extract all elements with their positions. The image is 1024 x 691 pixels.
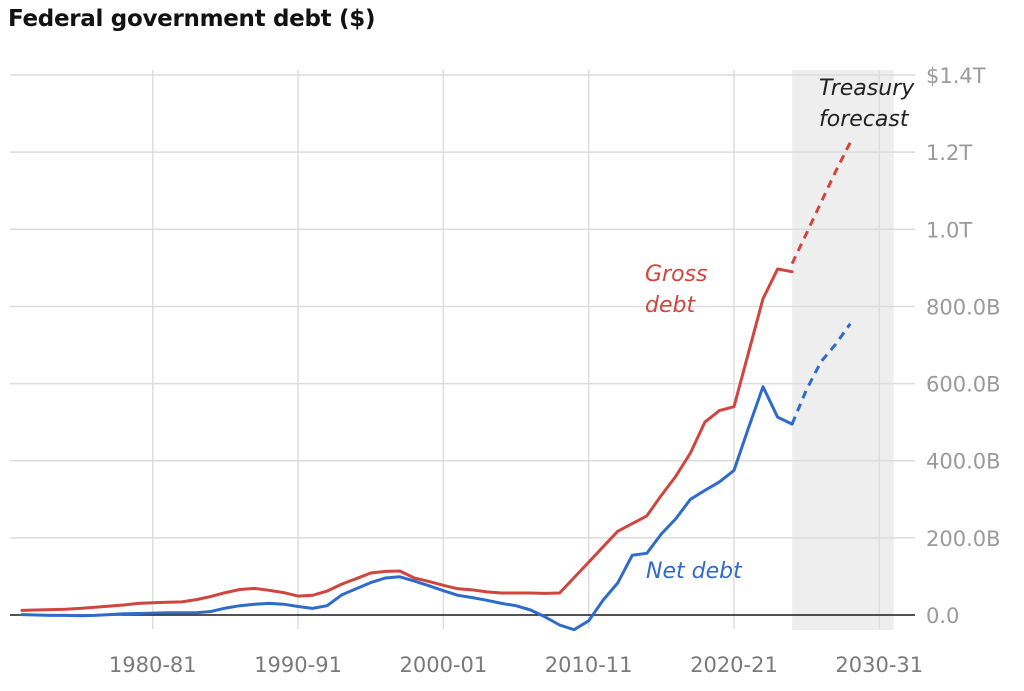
y-tick-label: 0.0 [926, 604, 959, 628]
gross-debt-forecast-line [790, 141, 852, 265]
annotations: Treasury forecast Gross debt Net debt [645, 76, 915, 584]
y-tick-label: $1.4T [926, 64, 986, 88]
y-tick-label: 1.2T [926, 141, 972, 165]
x-tick-label: 1980-81 [109, 653, 197, 677]
x-tick-label: 2000-01 [399, 653, 487, 677]
y-tick-label: 600.0B [926, 373, 1001, 397]
vertical-gridlines [152, 70, 881, 629]
forecast-label-line1: Treasury [819, 76, 915, 101]
net-debt-label: Net debt [646, 559, 743, 584]
horizontal-gridlines [10, 74, 915, 616]
x-axis-ticks: 1980-81 1990-91 2000-01 2010-11 2020-21 2030-… [109, 653, 923, 677]
gross-debt-label-line1: Gross [645, 262, 707, 287]
y-tick-label: 400.0B [926, 450, 1001, 474]
net-debt-line [20, 385, 794, 632]
gross-debt-line [20, 267, 794, 612]
y-tick-label: 800.0B [926, 295, 1001, 319]
y-axis-ticks: 0.0 200.0B 400.0B 600.0B 800.0B 1.0T 1.2T $1.4T [926, 64, 1001, 628]
y-tick-label: 1.0T [926, 218, 972, 242]
chart-title: Federal government debt ($) [8, 6, 376, 32]
y-tick-label: 200.0B [926, 527, 1001, 551]
series-lines [20, 141, 852, 632]
x-tick-label: 2010-11 [545, 653, 633, 677]
forecast-region [792, 70, 894, 630]
x-tick-label: 2020-21 [690, 653, 778, 677]
gross-debt-label-line2: debt [645, 293, 696, 318]
forecast-label-line2: forecast [819, 107, 910, 132]
x-tick-label: 1990-91 [254, 653, 342, 677]
net-debt-forecast-line [790, 322, 852, 425]
x-tick-label: 2030-31 [835, 653, 923, 677]
